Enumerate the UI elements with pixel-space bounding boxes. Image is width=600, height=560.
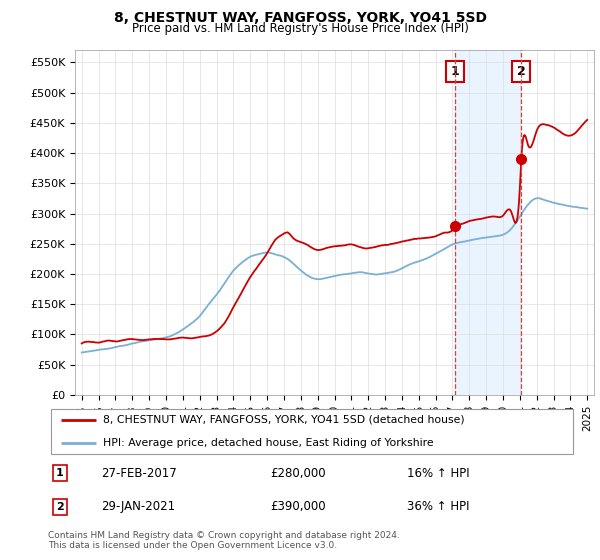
Text: 1: 1 (56, 468, 64, 478)
Text: HPI: Average price, detached house, East Riding of Yorkshire: HPI: Average price, detached house, East… (103, 438, 434, 448)
Text: 36% ↑ HPI: 36% ↑ HPI (407, 500, 470, 514)
Text: £390,000: £390,000 (270, 500, 325, 514)
Text: Price paid vs. HM Land Registry's House Price Index (HPI): Price paid vs. HM Land Registry's House … (131, 22, 469, 35)
Text: 29-JAN-2021: 29-JAN-2021 (101, 500, 175, 514)
Bar (455, 50, 521, 395)
Text: 1: 1 (451, 65, 460, 78)
Text: 8, CHESTNUT WAY, FANGFOSS, YORK, YO41 5SD: 8, CHESTNUT WAY, FANGFOSS, YORK, YO41 5S… (113, 11, 487, 25)
Text: 16% ↑ HPI: 16% ↑ HPI (407, 467, 470, 480)
FancyBboxPatch shape (50, 409, 574, 454)
Text: £280,000: £280,000 (270, 467, 325, 480)
Text: Contains HM Land Registry data © Crown copyright and database right 2024.
This d: Contains HM Land Registry data © Crown c… (48, 531, 400, 550)
Text: 8, CHESTNUT WAY, FANGFOSS, YORK, YO41 5SD (detached house): 8, CHESTNUT WAY, FANGFOSS, YORK, YO41 5S… (103, 415, 465, 425)
Text: 2: 2 (517, 65, 526, 78)
Text: 27-FEB-2017: 27-FEB-2017 (101, 467, 176, 480)
Text: 2: 2 (56, 502, 64, 512)
